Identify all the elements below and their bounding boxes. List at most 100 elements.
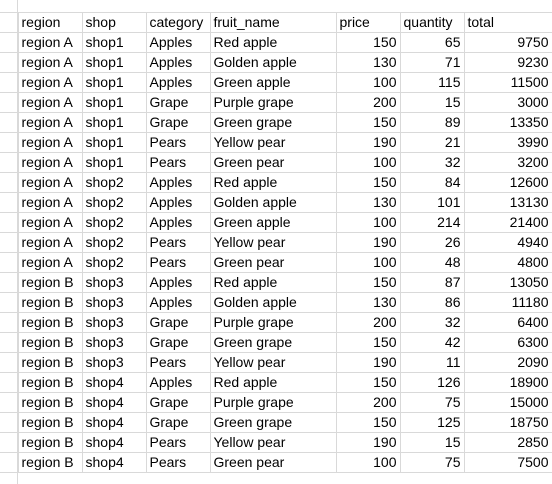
table-cell[interactable]: 190 [335, 232, 401, 253]
row-spacer-cell[interactable] [0, 412, 19, 433]
table-cell[interactable]: 75 [399, 452, 465, 473]
table-cell[interactable]: 200 [335, 312, 401, 333]
table-cell[interactable]: 3990 [463, 132, 552, 153]
table-cell[interactable]: 13130 [463, 192, 552, 213]
row-spacer-cell[interactable] [0, 432, 19, 453]
row-spacer-cell[interactable] [0, 312, 19, 333]
table-cell[interactable]: region A [17, 32, 83, 53]
table-cell[interactable]: shop4 [81, 452, 147, 473]
table-cell[interactable]: 150 [335, 272, 401, 293]
table-cell[interactable]: shop1 [81, 52, 147, 73]
table-cell[interactable]: Purple grape [209, 92, 337, 113]
column-header-cell[interactable]: fruit_name [209, 12, 337, 33]
table-cell[interactable]: 126 [399, 372, 465, 393]
table-cell[interactable]: region A [17, 172, 83, 193]
table-cell[interactable]: region B [17, 292, 83, 313]
table-cell[interactable]: Pears [145, 252, 211, 273]
table-cell[interactable]: region A [17, 252, 83, 273]
row-spacer-cell[interactable] [0, 152, 19, 173]
table-cell[interactable]: Grape [145, 332, 211, 353]
table-cell[interactable]: region A [17, 232, 83, 253]
table-cell[interactable]: 100 [335, 72, 401, 93]
table-cell[interactable]: 15 [399, 432, 465, 453]
table-cell[interactable]: 26 [399, 232, 465, 253]
table-cell[interactable]: Purple grape [209, 392, 337, 413]
table-cell[interactable]: 150 [335, 32, 401, 53]
table-cell[interactable]: shop3 [81, 332, 147, 353]
table-cell[interactable]: 9230 [463, 52, 552, 73]
table-cell[interactable]: 75 [399, 392, 465, 413]
table-cell[interactable]: 15000 [463, 392, 552, 413]
table-cell[interactable]: shop4 [81, 372, 147, 393]
row-spacer-cell[interactable] [0, 12, 19, 33]
row-spacer-cell[interactable] [0, 32, 19, 53]
table-cell[interactable]: 190 [335, 132, 401, 153]
row-spacer-cell[interactable] [0, 232, 19, 253]
table-cell[interactable]: Apples [145, 172, 211, 193]
table-cell[interactable]: 214 [399, 212, 465, 233]
table-cell[interactable]: 6400 [463, 312, 552, 333]
table-cell[interactable]: Apples [145, 212, 211, 233]
table-cell[interactable]: Green grape [209, 332, 337, 353]
table-cell[interactable]: 48 [399, 252, 465, 273]
table-cell[interactable]: Apples [145, 372, 211, 393]
table-cell[interactable]: region B [17, 392, 83, 413]
table-cell[interactable]: 6300 [463, 332, 552, 353]
table-cell[interactable]: shop1 [81, 92, 147, 113]
table-cell[interactable]: Grape [145, 392, 211, 413]
table-cell[interactable]: Red apple [209, 172, 337, 193]
table-cell[interactable]: Yellow pear [209, 132, 337, 153]
table-cell[interactable]: 115 [399, 72, 465, 93]
table-cell[interactable]: Apples [145, 292, 211, 313]
table-cell[interactable]: region A [17, 192, 83, 213]
table-cell[interactable]: 150 [335, 412, 401, 433]
table-cell[interactable]: 150 [335, 332, 401, 353]
table-cell[interactable]: 11 [399, 352, 465, 373]
table-cell[interactable]: shop2 [81, 172, 147, 193]
table-cell[interactable]: region B [17, 332, 83, 353]
row-spacer-cell[interactable] [0, 212, 19, 233]
table-cell[interactable]: shop2 [81, 252, 147, 273]
table-cell[interactable]: shop3 [81, 312, 147, 333]
row-spacer-cell[interactable] [0, 172, 19, 193]
row-spacer-cell[interactable] [0, 352, 19, 373]
table-cell[interactable]: Pears [145, 132, 211, 153]
table-cell[interactable]: 130 [335, 292, 401, 313]
table-cell[interactable]: Yellow pear [209, 432, 337, 453]
table-cell[interactable]: shop2 [81, 232, 147, 253]
table-cell[interactable]: Golden apple [209, 52, 337, 73]
table-cell[interactable]: 11500 [463, 72, 552, 93]
row-spacer-cell[interactable] [0, 112, 19, 133]
row-spacer-cell[interactable] [0, 372, 19, 393]
table-cell[interactable]: region A [17, 92, 83, 113]
table-cell[interactable]: 100 [335, 152, 401, 173]
table-cell[interactable]: 2090 [463, 352, 552, 373]
table-cell[interactable]: 71 [399, 52, 465, 73]
table-cell[interactable]: 4800 [463, 252, 552, 273]
table-cell[interactable]: Apples [145, 52, 211, 73]
table-cell[interactable]: Apples [145, 272, 211, 293]
table-cell[interactable]: Green grape [209, 412, 337, 433]
table-cell[interactable]: Green pear [209, 252, 337, 273]
table-cell[interactable]: Green pear [209, 152, 337, 173]
table-cell[interactable]: 190 [335, 432, 401, 453]
table-cell[interactable]: 200 [335, 92, 401, 113]
table-cell[interactable]: 100 [335, 212, 401, 233]
table-cell[interactable]: Grape [145, 312, 211, 333]
row-spacer-cell[interactable] [0, 132, 19, 153]
table-cell[interactable]: 4940 [463, 232, 552, 253]
row-spacer-cell[interactable] [0, 272, 19, 293]
table-cell[interactable]: 125 [399, 412, 465, 433]
table-cell[interactable]: 18750 [463, 412, 552, 433]
table-cell[interactable]: 18900 [463, 372, 552, 393]
table-cell[interactable]: Golden apple [209, 192, 337, 213]
table-cell[interactable]: 150 [335, 112, 401, 133]
table-cell[interactable]: Grape [145, 112, 211, 133]
table-cell[interactable]: 9750 [463, 32, 552, 53]
table-cell[interactable]: region A [17, 72, 83, 93]
table-cell[interactable]: Red apple [209, 372, 337, 393]
column-header-cell[interactable]: quantity [399, 12, 465, 33]
table-cell[interactable]: shop1 [81, 32, 147, 53]
table-cell[interactable]: 21 [399, 132, 465, 153]
table-cell[interactable]: Yellow pear [209, 352, 337, 373]
